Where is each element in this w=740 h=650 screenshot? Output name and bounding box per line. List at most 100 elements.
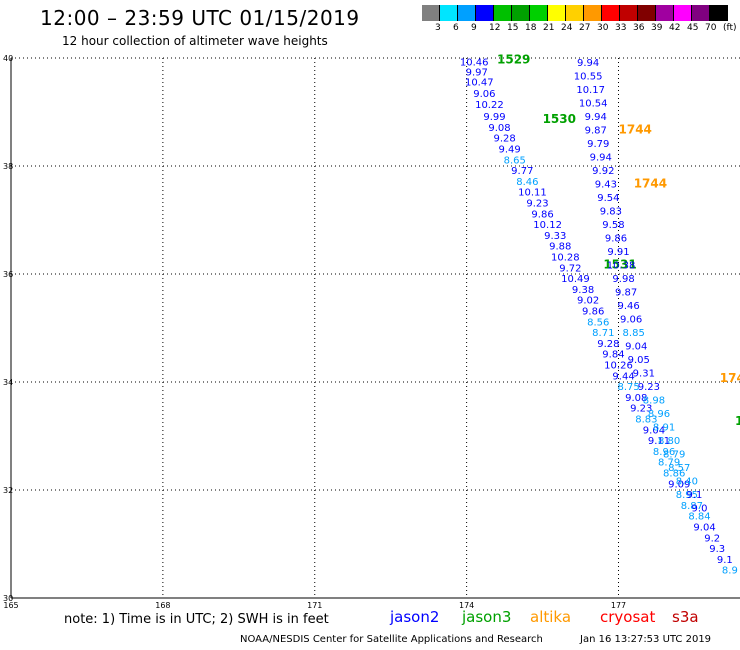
swh-value-label: 9.28	[493, 134, 515, 145]
swh-value-label: 10.11	[518, 188, 547, 199]
swh-value-label: 9.08	[488, 123, 510, 134]
swh-value-label: 9.46	[617, 301, 639, 312]
swh-value-label: 8.85	[623, 328, 645, 339]
colorbar-label: 15	[507, 23, 519, 33]
chart-grid	[11, 57, 740, 598]
colorbar-swatch	[494, 5, 512, 21]
swh-value-label: 9.94	[577, 58, 599, 69]
swh-value-label: 10.38	[607, 261, 636, 272]
swh-value-label: 9.99	[483, 112, 505, 123]
swh-value-label: 9.38	[572, 285, 594, 296]
swh-value-label: 10.12	[533, 220, 562, 231]
colorbar-label: 36	[633, 23, 645, 33]
swh-value-label: 10.22	[475, 100, 504, 111]
footer-credit: NOAA/NESDIS Center for Satellite Applica…	[240, 634, 543, 645]
time-label: 1531	[603, 258, 636, 272]
x-tick-label: 168	[155, 601, 170, 610]
swh-value-label: 8.9	[722, 566, 738, 577]
swh-value-label: 9.0	[692, 504, 708, 515]
swh-value-label: 10.46	[460, 58, 489, 69]
colorbar-label: 9	[471, 23, 477, 33]
colorbar-swatch	[710, 5, 728, 21]
colorbar-swatch	[692, 5, 710, 21]
time-label: 1529	[497, 52, 530, 66]
legend-altika: altika	[530, 608, 572, 626]
x-tick-label: 177	[611, 601, 626, 610]
colorbar-label: 33	[615, 23, 627, 33]
swh-value-label: 8.96	[648, 409, 670, 420]
colorbar-label: 39	[651, 23, 663, 33]
swh-value-label: 10.28	[551, 253, 580, 264]
colorbar-swatch	[602, 5, 620, 21]
x-tick-label: 165	[3, 601, 18, 610]
colorbar-swatch	[422, 5, 440, 21]
y-tick-label: 38	[3, 162, 13, 171]
colorbar-label: 45	[687, 23, 699, 33]
swh-value-label: 9.86	[605, 234, 627, 245]
swh-value-label: 9.06	[620, 315, 642, 326]
colorbar-label: 27	[579, 23, 591, 33]
colorbar-label: 18	[525, 23, 537, 33]
y-tick-label: 32	[3, 486, 13, 495]
page-title: 12:00 – 23:59 UTC 01/15/2019	[40, 6, 360, 30]
swh-value-label: 8.57	[668, 463, 690, 474]
swh-value-label: 10.47	[465, 78, 494, 89]
colorbar-swatch	[656, 5, 674, 21]
colorbar-label: 21	[543, 23, 555, 33]
page-subtitle: 12 hour collection of altimeter wave hei…	[62, 34, 328, 48]
swh-value-label: 9.3	[709, 544, 725, 555]
swh-value-label: 10.49	[561, 274, 590, 285]
chart-points: 10.469.9710.479.0610.229.999.089.289.498…	[460, 52, 740, 576]
swh-value-label: 8.46	[516, 177, 538, 188]
swh-value-label: 9.97	[466, 67, 488, 78]
colorbar-swatch	[440, 5, 458, 21]
swh-value-label: 9.04	[625, 342, 647, 353]
swh-value-label: 9.2	[704, 533, 720, 544]
swh-value-label: 8.98	[643, 396, 665, 407]
swh-value-label: 9.86	[582, 307, 604, 318]
swh-value-label: 9.23	[526, 199, 548, 210]
x-tick-label: 171	[307, 601, 322, 610]
legend-bar: note: 1) Time is in UTC; 2) SWH is in fe…	[0, 608, 740, 632]
legend-jason3: jason3	[462, 608, 512, 626]
swh-value-label: 9.77	[511, 166, 533, 177]
swh-value-label: 9.31	[633, 369, 655, 380]
colorbar-swatch	[530, 5, 548, 21]
swh-value-label: 10.26	[604, 361, 633, 372]
swh-value-label: 9.86	[531, 209, 553, 220]
y-tick-label: 30	[3, 594, 13, 603]
swh-value-label: 9.44	[612, 371, 634, 382]
time-label: 1744	[720, 371, 740, 385]
swh-value-label: 8.84	[688, 512, 710, 523]
swh-value-label: 9.91	[607, 247, 629, 258]
colorbar-label: 24	[561, 23, 573, 33]
colorbar-label: 42	[669, 23, 681, 33]
legend-cryosat: cryosat	[600, 608, 656, 626]
swh-value-label: 8.56	[587, 317, 609, 328]
swh-value-label: 9.08	[625, 393, 647, 404]
swh-value-label: 9.58	[602, 220, 624, 231]
swh-value-label: 9.04	[693, 523, 715, 534]
swh-value-label: 9.23	[638, 382, 660, 393]
legend-jason2: jason2	[390, 608, 440, 626]
y-tick-label: 36	[3, 270, 13, 279]
x-tick-label: 174	[459, 601, 474, 610]
swh-value-label: 8.86	[663, 469, 685, 480]
swh-value-label: 9.1	[717, 555, 733, 566]
legend-note: note: 1) Time is in UTC; 2) SWH is in fe…	[64, 612, 329, 627]
swh-value-label: 10.17	[576, 85, 605, 96]
colorbar-swatch	[566, 5, 584, 21]
swh-value-label: 9.06	[473, 89, 495, 100]
swh-value-label: 10.55	[574, 72, 603, 83]
swh-value-label: 9.88	[549, 242, 571, 253]
colorbar-swatch	[674, 5, 692, 21]
swh-value-label: 9.28	[597, 339, 619, 350]
swh-value-label: 9.54	[597, 193, 619, 204]
colorbar-label: 6	[453, 23, 459, 33]
swh-value-label: 8.95	[676, 490, 698, 501]
swh-value-label: 9.02	[577, 296, 599, 307]
colorbar-swatch	[458, 5, 476, 21]
swh-value-label: 9.87	[615, 288, 637, 299]
swh-value-label: 8.40	[676, 477, 698, 488]
